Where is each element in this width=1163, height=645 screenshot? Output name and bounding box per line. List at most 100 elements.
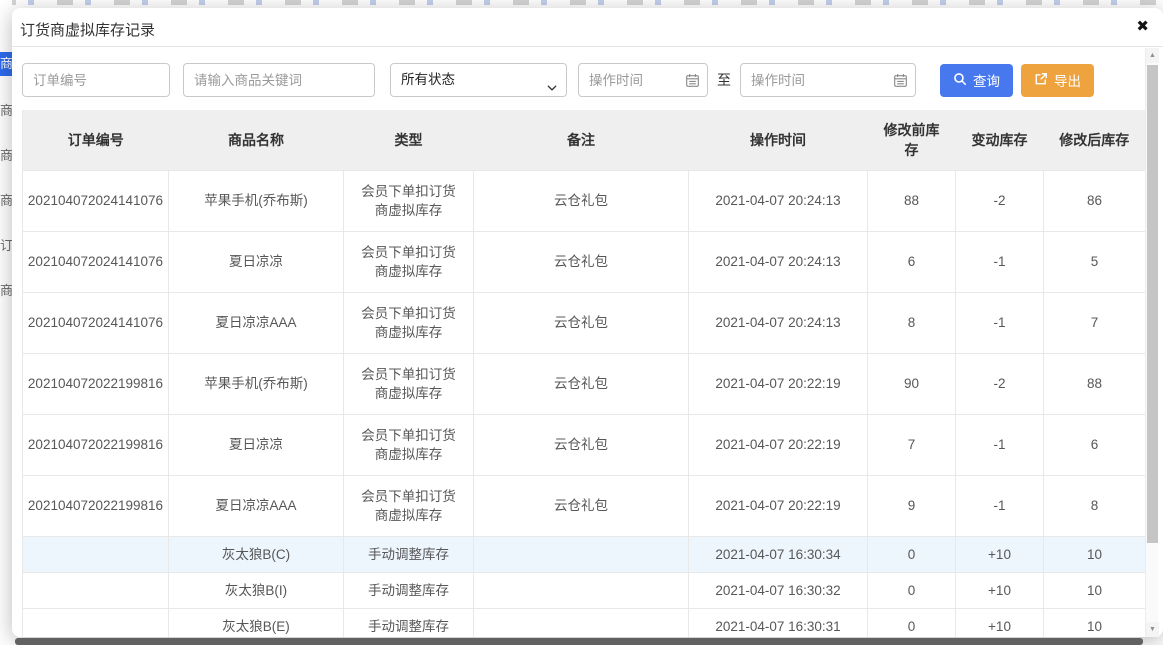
table-cell: 会员下单扣订货商虚拟库存: [343, 292, 474, 354]
table-row: 灰太狼B(E) 手动调整库存 2021-04-07 16:30:31 0 +10 10: [22, 608, 1146, 637]
table-cell: 云仓礼包: [473, 414, 689, 476]
column-header: 变动库存: [955, 110, 1044, 171]
column-header: 备注: [473, 110, 689, 171]
column-header: 修改后库存: [1043, 110, 1146, 171]
table-cell: 0: [867, 608, 956, 637]
table-cell: 2021-04-07 16:30:32: [688, 572, 868, 609]
table-cell: 5: [1043, 231, 1146, 293]
table-row: 202104072024141076 夏日凉凉AAA 会员下单扣订货商虚拟库存 云仓礼…: [22, 292, 1146, 354]
table-cell: 手动调整库存: [343, 608, 474, 637]
background-sidebar-item[interactable]: 订: [0, 238, 12, 253]
modal-vertical-scrollbar[interactable]: ▲ ▼: [1145, 48, 1159, 637]
scrollbar-down-arrow[interactable]: ▼: [1146, 622, 1159, 637]
table-cell: [22, 536, 169, 573]
table-cell: 7: [1043, 292, 1146, 354]
table-row: 202104072022199816 苹果手机(乔布斯) 会员下单扣订货商虚拟库存云…: [22, 353, 1146, 415]
inventory-table: 订单编号 商品名称 类型 备注 操作时间 修改前库存 变动库存 修改后库存 202104072…: [22, 110, 1146, 637]
table-cell: +10: [955, 608, 1044, 637]
date-from-input[interactable]: [578, 63, 708, 97]
table-cell: [473, 608, 689, 637]
date-to-input[interactable]: [740, 63, 916, 97]
table-cell: 2021-04-07 16:30:31: [688, 608, 868, 637]
filter-bar: 所有状态 至 查询: [22, 63, 1094, 97]
background-sidebar-item[interactable]: 商: [0, 148, 12, 163]
table-cell: 90: [867, 353, 956, 415]
table-cell: 2021-04-07 16:30:34: [688, 536, 868, 573]
table-row: 202104072024141076 夏日凉凉 会员下单扣订货商虚拟库存 云仓礼包 20…: [22, 231, 1146, 293]
search-button[interactable]: 查询: [940, 63, 1013, 97]
table-cell: 0: [867, 572, 956, 609]
background-horizontal-scrollbar-thumb[interactable]: [15, 638, 1143, 645]
modal-header: 订货商虚拟库存记录 ✖: [12, 8, 1163, 47]
table-cell: 会员下单扣订货商虚拟库存: [343, 231, 474, 293]
table-cell: 8: [867, 292, 956, 354]
table-cell: 夏日凉凉: [168, 414, 344, 476]
table-cell: 夏日凉凉AAA: [168, 292, 344, 354]
table-cell: 云仓礼包: [473, 353, 689, 415]
scrollbar-up-arrow[interactable]: ▲: [1146, 48, 1159, 63]
close-icon[interactable]: ✖: [1136, 18, 1149, 35]
table-cell: 10: [1043, 608, 1146, 637]
calendar-icon: [685, 73, 700, 93]
table-cell: 云仓礼包: [473, 475, 689, 537]
table-cell: 2021-04-07 20:24:13: [688, 292, 868, 354]
scrollbar-thumb[interactable]: [1147, 65, 1158, 543]
background-page-top-fragments: [0, 0, 1163, 5]
table-cell: 手动调整库存: [343, 572, 474, 609]
table-cell: 6: [1043, 414, 1146, 476]
table-cell: 2021-04-07 20:22:19: [688, 475, 868, 537]
table-cell: 9: [867, 475, 956, 537]
table-cell: 2021-04-07 20:22:19: [688, 414, 868, 476]
table-cell: 202104072022199816: [22, 353, 169, 415]
table-cell: [22, 572, 169, 609]
background-sidebar-item[interactable]: 商: [0, 103, 12, 118]
table-cell: 会员下单扣订货商虚拟库存: [343, 353, 474, 415]
export-button[interactable]: 导出: [1021, 63, 1094, 97]
table-cell: 0: [867, 536, 956, 573]
status-select[interactable]: 所有状态: [390, 63, 567, 97]
status-select-value: 所有状态: [401, 72, 455, 87]
table-cell: -1: [955, 292, 1044, 354]
keyword-input[interactable]: [183, 63, 375, 97]
table-cell: 202104072024141076: [22, 231, 169, 293]
table-cell: 202104072022199816: [22, 414, 169, 476]
modal-title: 订货商虚拟库存记录: [20, 22, 156, 39]
column-header: 类型: [343, 110, 474, 171]
table-cell: -2: [955, 353, 1044, 415]
column-header: 修改前库存: [867, 110, 956, 171]
table-row: 202104072024141076 苹果手机(乔布斯) 会员下单扣订货商虚拟库存云…: [22, 170, 1146, 232]
table-cell: 手动调整库存: [343, 536, 474, 573]
table-cell: +10: [955, 536, 1044, 573]
table-cell: 7: [867, 414, 956, 476]
table-cell: -1: [955, 475, 1044, 537]
table-cell: 云仓礼包: [473, 292, 689, 354]
background-sidebar-item[interactable]: 商: [0, 283, 12, 298]
virtual-inventory-modal: 订货商虚拟库存记录 ✖ 所有状态 至: [12, 8, 1163, 637]
table-body: 202104072024141076 苹果手机(乔布斯) 会员下单扣订货商虚拟库存云…: [22, 170, 1146, 637]
table-cell: 苹果手机(乔布斯): [168, 353, 344, 415]
table-cell: 6: [867, 231, 956, 293]
background-sidebar: 商商商商订商: [0, 0, 12, 645]
table-cell: 灰太狼B(I): [168, 572, 344, 609]
table-cell: 10: [1043, 572, 1146, 609]
background-sidebar-item[interactable]: 商: [0, 52, 12, 76]
column-header: 订单编号: [22, 110, 169, 171]
search-icon: [953, 72, 967, 89]
date-range-to-label: 至: [717, 72, 731, 88]
date-from-field[interactable]: [579, 64, 707, 96]
table-cell: 8: [1043, 475, 1146, 537]
table-row: 灰太狼B(C) 手动调整库存 2021-04-07 16:30:34 0 +10 10: [22, 536, 1146, 573]
order-no-input[interactable]: [22, 63, 170, 97]
table-cell: 88: [1043, 353, 1146, 415]
date-to-field[interactable]: [741, 64, 915, 96]
table-row: 灰太狼B(I) 手动调整库存 2021-04-07 16:30:32 0 +10 10: [22, 572, 1146, 609]
table-cell: 云仓礼包: [473, 231, 689, 293]
calendar-icon: [893, 73, 908, 93]
table-cell: 夏日凉凉: [168, 231, 344, 293]
table-row: 202104072022199816 夏日凉凉 会员下单扣订货商虚拟库存 云仓礼包 20…: [22, 414, 1146, 476]
column-header: 商品名称: [168, 110, 344, 171]
background-sidebar-item[interactable]: 商: [0, 193, 12, 208]
table-cell: 202104072024141076: [22, 292, 169, 354]
table-cell: 会员下单扣订货商虚拟库存: [343, 170, 474, 232]
